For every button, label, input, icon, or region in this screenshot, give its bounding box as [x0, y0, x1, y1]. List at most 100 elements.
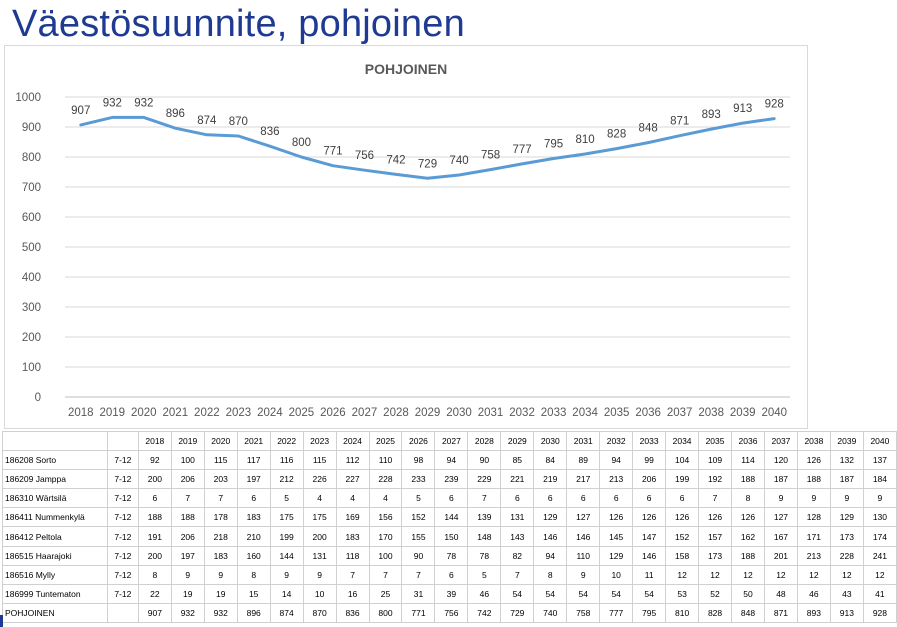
data-label: 777 — [512, 144, 531, 156]
table-cell: 48 — [763, 583, 798, 604]
table-cell: 175 — [269, 507, 304, 528]
table-cell: 4 — [302, 488, 337, 509]
table-cell: 729 — [500, 602, 535, 623]
table-cell: 90 — [467, 450, 502, 471]
table-cell: 12 — [763, 564, 798, 585]
y-tick-label: 600 — [22, 212, 41, 224]
table-cell: 117 — [236, 450, 271, 471]
data-label: 740 — [449, 155, 468, 167]
table-header-cell: 2032 — [599, 430, 634, 452]
table-cell: 4 — [335, 488, 370, 509]
table-cell: 187 — [829, 469, 864, 490]
table-cell: 828 — [698, 602, 733, 623]
table-cell: 228 — [829, 545, 864, 566]
table-header-cell: 2034 — [665, 430, 700, 452]
table-cell: 54 — [566, 583, 601, 604]
series-line — [79, 115, 776, 180]
x-tick-label: 2036 — [635, 407, 661, 419]
table-cell: 8 — [137, 564, 172, 585]
y-tick-label: 400 — [22, 272, 41, 284]
table-cell: 114 — [731, 450, 765, 471]
data-label: 771 — [323, 146, 342, 158]
table-header-row: 2018 2019 2020 2021 2022 2023 2024 2025 2026 2027… — [2, 430, 897, 452]
table-cell: 12 — [862, 564, 897, 585]
table-cell: 54 — [599, 583, 634, 604]
table-cell: 210 — [236, 526, 271, 547]
table-cell: 219 — [533, 469, 568, 490]
school-name-cell: 186411 Nummenkylä — [2, 507, 108, 528]
x-tick-label: 2023 — [226, 407, 252, 419]
table-cell: 137 — [862, 450, 897, 471]
table-header-cell: 2023 — [302, 430, 337, 452]
school-name-cell: 186999 Tuntematon — [2, 583, 108, 604]
grade-range-cell: 7-12 — [106, 583, 139, 604]
school-name-cell: 186515 Haarajoki — [2, 545, 108, 566]
school-name-cell: 186209 Jamppa — [2, 469, 108, 490]
table-cell: 810 — [665, 602, 700, 623]
table-cell: 6 — [665, 488, 700, 509]
table-cell: 110 — [566, 545, 601, 566]
table-cell: 53 — [665, 583, 700, 604]
table-cell: 126 — [731, 507, 765, 528]
slide-marker — [0, 615, 3, 627]
data-label: 756 — [355, 150, 374, 162]
table-cell: 43 — [829, 583, 864, 604]
table-cell: 100 — [170, 450, 205, 471]
table-header-cell: 2040 — [862, 430, 897, 452]
table-cell: 173 — [698, 545, 733, 566]
x-tick-label: 2022 — [194, 407, 220, 419]
table-cell: 25 — [368, 583, 403, 604]
table-cell: 52 — [698, 583, 733, 604]
table-cell: 7 — [368, 564, 403, 585]
table-header-cell: 2031 — [566, 430, 601, 452]
table-cell: 740 — [533, 602, 568, 623]
table-cell: 7 — [401, 564, 436, 585]
table-cell: 7 — [335, 564, 370, 585]
y-tick-label: 0 — [35, 392, 41, 404]
table-cell: 6 — [632, 488, 667, 509]
table-cell: 146 — [533, 526, 568, 547]
table-cell: 9 — [566, 564, 601, 585]
school-name-cell: 186412 Peltola — [2, 526, 108, 547]
table-header-cell: 2030 — [533, 430, 568, 452]
table-row: 186208 Sorto 7-12 92 100 115 117 116 115 112 110 9… — [2, 450, 897, 471]
table-cell: 127 — [763, 507, 798, 528]
table-cell: 118 — [335, 545, 370, 566]
table-cell: 178 — [203, 507, 238, 528]
table-cell: 795 — [632, 602, 667, 623]
table-cell: 104 — [665, 450, 700, 471]
table-cell: 98 — [401, 450, 436, 471]
table-cell: 129 — [533, 507, 568, 528]
table-cell: 112 — [335, 450, 370, 471]
table-cell: 932 — [170, 602, 205, 623]
table-cell: 217 — [566, 469, 601, 490]
table-cell: 771 — [401, 602, 436, 623]
table-cell: 146 — [632, 545, 667, 566]
table-cell: 22 — [137, 583, 172, 604]
table-cell: 11 — [632, 564, 667, 585]
table-cell: 192 — [698, 469, 733, 490]
table-cell: 131 — [500, 507, 535, 528]
table-cell: 162 — [731, 526, 765, 547]
data-label: 795 — [544, 139, 563, 151]
y-tick-label: 300 — [22, 302, 41, 314]
data-label: 893 — [702, 109, 721, 121]
table-cell: 5 — [467, 564, 502, 585]
table-cell: 12 — [829, 564, 864, 585]
data-label: 870 — [229, 116, 248, 128]
chart-title: POHJOINEN — [365, 61, 447, 77]
table-cell: 130 — [862, 507, 897, 528]
table-cell: 19 — [203, 583, 238, 604]
y-tick-label: 500 — [22, 242, 41, 254]
table-header-cell: 2033 — [632, 430, 667, 452]
table-cell: 94 — [533, 545, 568, 566]
data-table: 2018 2019 2020 2021 2022 2023 2024 2025 2026 2027… — [2, 430, 897, 623]
school-name-cell: 186208 Sorto — [2, 450, 108, 471]
table-cell: 907 — [137, 602, 172, 623]
x-tick-label: 2038 — [698, 407, 724, 419]
school-name-cell: POHJOINEN — [2, 602, 108, 623]
table-cell: 758 — [566, 602, 601, 623]
table-cell: 155 — [401, 526, 436, 547]
table-cell: 12 — [796, 564, 831, 585]
table-cell: 200 — [137, 469, 172, 490]
